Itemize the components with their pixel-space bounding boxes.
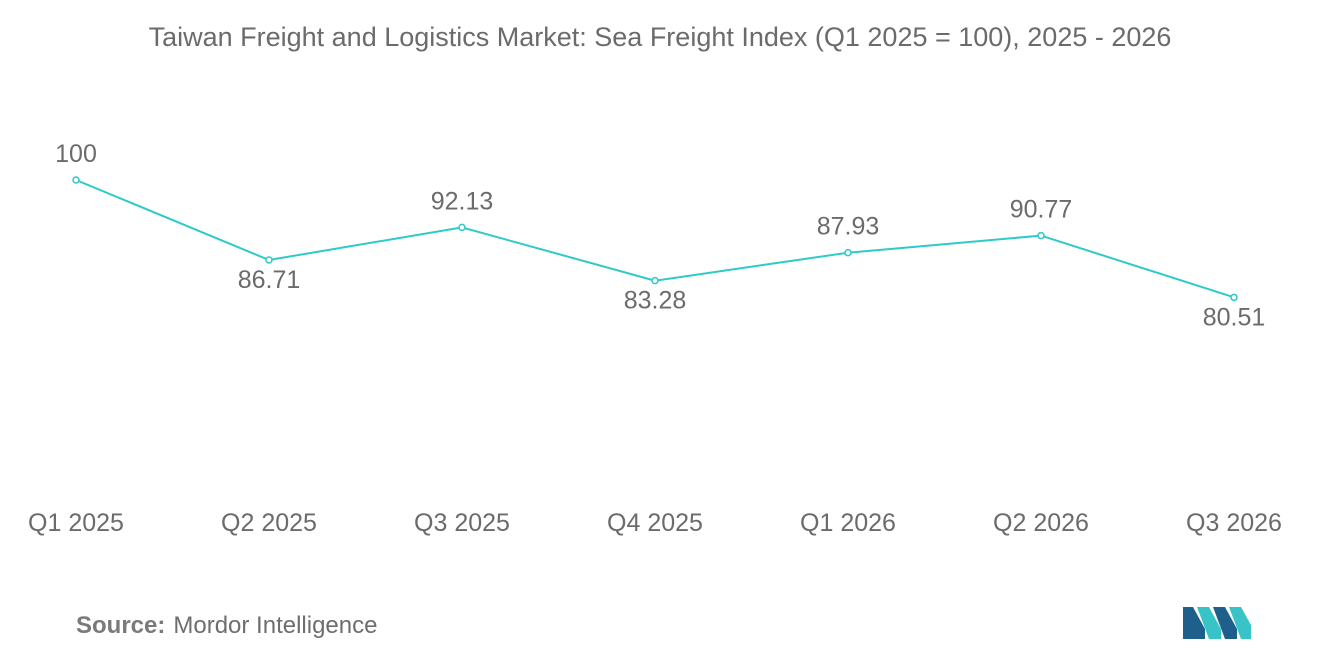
data-point	[1230, 293, 1238, 302]
data-point	[265, 256, 273, 264]
data-point	[458, 223, 466, 232]
data-point	[1037, 231, 1045, 240]
data-label: 87.93	[817, 213, 880, 241]
data-point	[844, 248, 852, 257]
data-label: 86.71	[238, 266, 301, 294]
x-tick-label: Q2 2025	[221, 509, 317, 537]
data-label: 100	[55, 140, 97, 168]
source-label: Source:	[76, 612, 166, 639]
mordor-intelligence-logo	[1183, 607, 1251, 639]
source-text: Mordor Intelligence	[173, 612, 378, 639]
line-chart: 100 86.71 92.13 83.28 87.93 90.77 80.51 Q1 2025…	[28, 140, 1282, 537]
x-tick-label: Q3 2026	[1186, 509, 1282, 537]
data-point	[72, 176, 80, 184]
x-tick-label: Q4 2025	[607, 509, 703, 537]
data-label: 80.51	[1203, 303, 1266, 331]
x-tick-label: Q2 2026	[993, 509, 1089, 537]
data-label: 90.77	[1010, 196, 1073, 224]
data-point	[651, 276, 659, 285]
source-attribution: Source: Mordor Intelligence	[76, 612, 377, 640]
chart-title: Taiwan Freight and Logistics Market: Sea…	[148, 22, 1172, 52]
data-label: 92.13	[431, 187, 494, 215]
data-label: 83.28	[624, 287, 687, 315]
x-tick-label: Q3 2025	[414, 509, 510, 537]
x-tick-label: Q1 2026	[800, 509, 896, 537]
x-tick-label: Q1 2025	[28, 509, 124, 537]
